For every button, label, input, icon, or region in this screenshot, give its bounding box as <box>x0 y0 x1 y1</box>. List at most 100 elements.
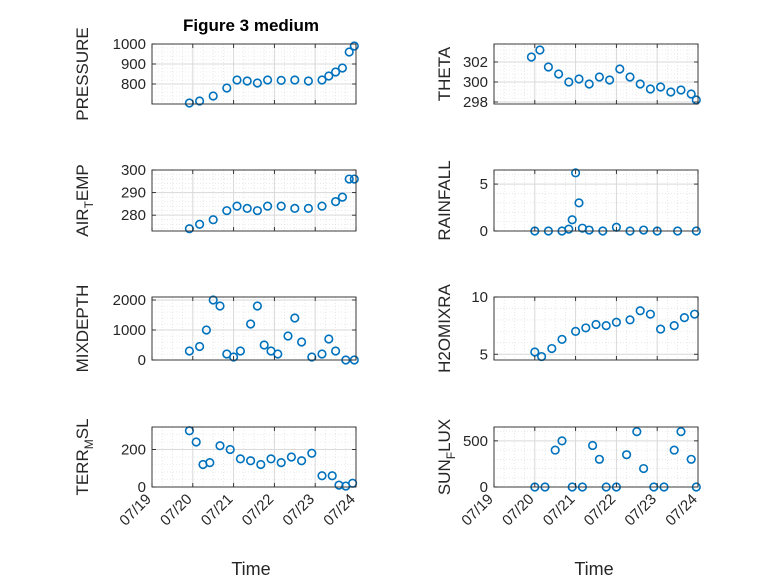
data-point <box>225 444 235 455</box>
data-point <box>201 325 211 335</box>
y-tick-label: 0 <box>480 479 488 496</box>
subplot-h2omixra: 5 10 H2OMIXRA <box>435 283 700 373</box>
y-axis-label: H2OMIXRA <box>435 283 454 372</box>
data-point <box>587 440 598 451</box>
data-point <box>581 323 591 333</box>
y-tick-label: 0 <box>138 479 146 496</box>
data-point <box>638 225 649 235</box>
axes-box <box>493 296 699 361</box>
x-tick-label: 07/20 <box>157 491 196 530</box>
data-point <box>307 448 317 458</box>
data-point <box>547 343 557 354</box>
y-tick-label: 900 <box>121 56 146 73</box>
data-point <box>594 72 605 82</box>
y-tick-label: 5 <box>480 176 488 193</box>
y-axis-label: AIRTEMP <box>73 164 96 237</box>
data-point <box>635 306 645 316</box>
data-point <box>645 84 656 94</box>
y-tick-label: 10 <box>471 289 488 306</box>
data-point <box>195 341 205 352</box>
y-axis-label: PRESSURE <box>73 27 92 121</box>
data-point <box>601 321 611 331</box>
data-point <box>676 85 686 95</box>
data-point <box>327 471 337 481</box>
data-point <box>195 219 205 229</box>
data-point <box>625 72 635 82</box>
data-point <box>655 82 666 92</box>
data-point <box>246 456 256 466</box>
data-point <box>686 454 696 464</box>
data-point <box>276 201 286 211</box>
data-point <box>195 96 205 106</box>
x-tick-label: 07/19 <box>458 491 497 530</box>
data-point <box>676 427 686 437</box>
data-point <box>574 198 584 208</box>
data-point <box>283 331 293 341</box>
data-point <box>625 315 635 325</box>
data-point <box>273 349 283 359</box>
data-point <box>594 454 605 464</box>
data-point <box>615 64 625 74</box>
data-point <box>259 340 269 350</box>
y-tick-label: 1000 <box>113 322 146 339</box>
data-point <box>337 63 348 73</box>
y-tick-label: 300 <box>121 162 146 179</box>
data-point <box>632 427 642 437</box>
data-point <box>263 201 273 211</box>
x-tick-label: 07/19 <box>116 491 155 530</box>
data-point <box>222 83 232 93</box>
subplot-pressure: 800 900 1000 PRESSURE <box>73 27 359 121</box>
data-point <box>611 317 622 327</box>
y-axis-label: TERRMSL <box>73 418 96 495</box>
data-point <box>645 309 656 319</box>
data-point <box>256 459 266 470</box>
data-point <box>290 313 300 323</box>
data-point <box>317 201 327 211</box>
data-point <box>303 203 314 214</box>
y-tick-label: 290 <box>121 185 146 202</box>
data-point <box>331 197 341 207</box>
data-point <box>557 436 567 446</box>
data-point <box>297 456 307 466</box>
data-point <box>331 67 341 77</box>
axes-box <box>151 43 357 105</box>
data-point <box>252 206 262 216</box>
data-point <box>276 75 286 85</box>
data-point <box>290 203 300 214</box>
y-tick-label: 500 <box>463 433 488 450</box>
data-point <box>205 458 215 468</box>
axes-box <box>493 169 699 232</box>
x-tick-label: 07/23 <box>621 491 660 530</box>
data-point <box>567 215 577 225</box>
y-tick-label: 200 <box>121 442 146 459</box>
data-point <box>535 45 545 55</box>
y-tick-label: 800 <box>121 76 146 93</box>
data-point <box>232 201 242 211</box>
data-point <box>591 319 601 330</box>
data-point <box>337 192 348 202</box>
data-point <box>252 78 262 88</box>
subplot-mixdepth: 0 1000 2000 MIXDEPTH <box>73 285 359 373</box>
data-point <box>686 89 696 99</box>
data-point <box>297 337 307 347</box>
data-point <box>222 206 232 216</box>
x-tick-label: 07/23 <box>279 491 318 530</box>
data-point <box>564 77 574 87</box>
data-point <box>252 301 262 311</box>
y-tick-label: 0 <box>138 352 146 369</box>
y-axis-label: MIXDEPTH <box>73 285 92 373</box>
data-point <box>570 168 581 178</box>
subplot-sun-flux: 0 500 07/19 07/20 07/21 07/22 07/23 07/24 SUNFLU… <box>435 419 701 530</box>
y-tick-label: 5 <box>480 346 488 363</box>
data-point <box>266 454 276 464</box>
data-point <box>235 454 245 464</box>
data-point <box>208 91 218 101</box>
x-axis-label-left: Time <box>231 559 270 579</box>
x-tick-label: 07/20 <box>499 491 538 530</box>
data-point <box>570 326 581 336</box>
data-point <box>621 450 632 460</box>
data-point <box>669 321 679 331</box>
axes-box <box>151 296 357 361</box>
data-point <box>208 215 218 225</box>
data-point <box>666 87 676 97</box>
